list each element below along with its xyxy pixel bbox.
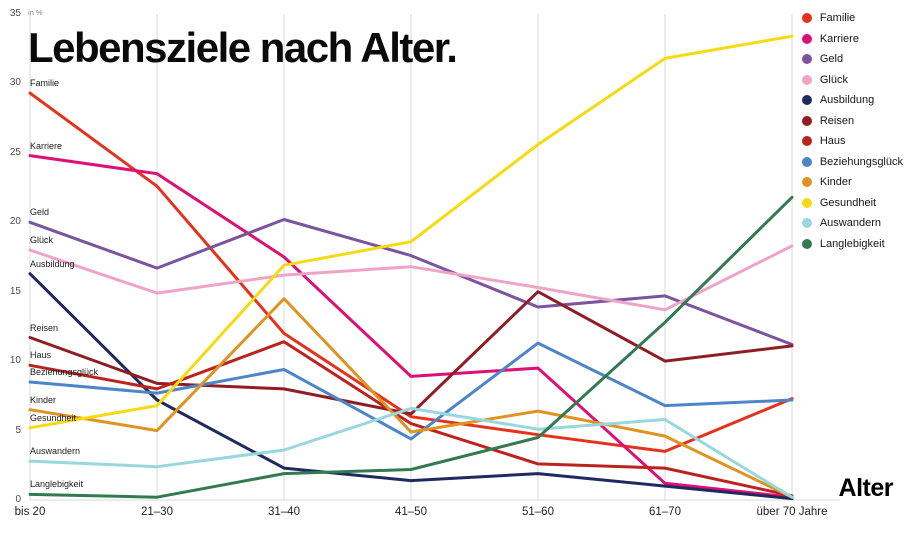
legend-label: Kinder: [819, 176, 852, 188]
series-line-10: [28, 406, 794, 499]
series-line-5: [28, 290, 794, 416]
legend-item: Haus: [801, 135, 903, 147]
legend-item: Gesundheit: [801, 196, 903, 209]
series-label: Kinder: [30, 394, 57, 405]
legend-dot-icon: [801, 115, 812, 126]
series-line-9: [28, 34, 794, 430]
legend-item: Kinder: [801, 176, 903, 188]
series-line-2: [28, 218, 794, 346]
legend-dot-icon: [801, 197, 812, 208]
series-line-3: [28, 244, 794, 312]
legend-dot-icon: [801, 54, 812, 64]
legend-label: Beziehungsglück: [819, 155, 903, 168]
y-tick-label: 15: [9, 285, 21, 297]
series-label: Gesundheit: [30, 412, 77, 423]
series-label: Glück: [30, 235, 54, 246]
series-line-4: [28, 272, 794, 501]
legend-label: Familie: [819, 12, 856, 24]
legend-label: Karriere: [819, 32, 859, 45]
legend-label: Auswandern: [819, 217, 881, 229]
legend-dot-icon: [801, 238, 812, 249]
series-label: Auswandern: [30, 446, 81, 457]
series-line-11: [28, 195, 794, 499]
legend-label: Gesundheit: [819, 196, 877, 209]
y-tick-label: 20: [9, 216, 21, 228]
y-tick-label: 5: [15, 424, 21, 436]
page-title: Lebensziele nach Alter.: [28, 24, 458, 71]
legend-label: Glück: [819, 73, 848, 86]
legend-dot-icon: [801, 95, 812, 105]
x-tick-label: 51–60: [522, 506, 554, 518]
series-label: Beziehungsglück: [30, 366, 99, 377]
series-line-1: [28, 154, 794, 499]
legend-item: Auswandern: [801, 217, 903, 229]
legend-dot-icon: [801, 156, 812, 167]
legend-item: Ausbildung: [801, 94, 903, 106]
series-line-6: [28, 340, 794, 498]
legend-label: Langlebigkeit: [819, 237, 885, 250]
series-label: Ausbildung: [30, 258, 75, 269]
legend-label: Haus: [819, 135, 846, 147]
series-line-0: [28, 91, 794, 453]
legend-dot-icon: [801, 13, 812, 23]
x-tick-label: 61–70: [649, 506, 681, 518]
series-line-7: [28, 341, 794, 441]
series-line-8: [28, 297, 794, 499]
legend-item: Geld: [801, 53, 903, 65]
series-label: Familie: [30, 78, 60, 89]
legend-item: Glück: [801, 73, 903, 86]
legend: Familie Karriere Geld Glück Ausbildung Reisen…: [801, 12, 903, 250]
legend-item: Familie: [801, 12, 903, 24]
x-axis-title: Alter: [838, 474, 894, 502]
legend-label: Geld: [819, 53, 844, 65]
legend-item: Karriere: [801, 32, 903, 45]
legend-dot-icon: [801, 74, 812, 85]
y-tick-label: 30: [9, 77, 21, 89]
x-tick-label: 31–40: [268, 506, 300, 518]
legend-dot-icon: [801, 177, 812, 187]
x-tick-label: bis 20: [14, 506, 46, 518]
series-label: Geld: [30, 207, 50, 218]
legend-dot-icon: [801, 218, 812, 228]
y-tick-label: 0: [15, 494, 21, 505]
x-tick-label: über 70 Jahre: [756, 506, 828, 518]
legend-item: Beziehungsglück: [801, 155, 903, 168]
series-label: Haus: [30, 350, 52, 361]
unit-label: in %: [28, 8, 43, 17]
x-tick-label: 21–30: [141, 506, 173, 518]
legend-dot-icon: [801, 136, 812, 146]
legend-item: Reisen: [801, 114, 903, 127]
y-tick-label: 35: [9, 8, 21, 19]
series-label: Langlebigkeit: [30, 479, 84, 490]
legend-dot-icon: [801, 33, 812, 44]
y-tick-label: 10: [9, 355, 21, 367]
y-tick-label: 25: [9, 146, 21, 158]
series-label: Reisen: [30, 322, 59, 333]
series-label: Karriere: [30, 140, 63, 151]
x-tick-label: 41–50: [395, 506, 427, 518]
legend-item: Langlebigkeit: [801, 237, 903, 250]
legend-label: Ausbildung: [819, 94, 875, 106]
legend-label: Reisen: [819, 114, 855, 127]
